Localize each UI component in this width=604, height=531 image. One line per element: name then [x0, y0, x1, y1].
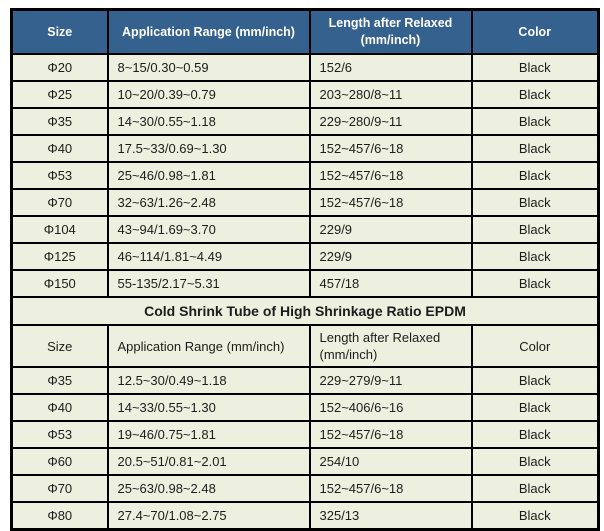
- header-row: Size Application Range (mm/inch) Length …: [10, 8, 600, 55]
- length-cell: 229/9: [308, 242, 473, 271]
- table-row: Φ80 27.4~70/1.08~2.75 325/13 Black: [10, 501, 600, 531]
- subheader-length-after-relaxed: Length after Relaxed (mm/inch): [308, 324, 473, 368]
- length-cell: 152~406/6~16: [308, 393, 473, 422]
- color-cell: Black: [470, 53, 600, 82]
- length-cell: 152~457/6~18: [308, 474, 473, 503]
- section1-body: Φ20 8~15/0.30~0.59 152/6 Black Φ25 10~20/0.39…: [10, 53, 600, 298]
- size-cell: Φ60: [10, 447, 109, 476]
- color-cell: Black: [470, 420, 600, 449]
- length-cell: 229~280/9~11: [308, 107, 473, 136]
- size-cell: Φ70: [10, 188, 109, 217]
- color-cell: Black: [470, 134, 600, 163]
- header-length-line2: (mm/inch): [360, 33, 421, 47]
- color-cell: Black: [470, 161, 600, 190]
- size-cell: Φ80: [10, 501, 109, 531]
- application-range-cell: 19~46/0.75~1.81: [106, 420, 311, 449]
- application-range-cell: 55-135/2.17~5.31: [106, 269, 311, 298]
- subheader-length-line2: (mm/inch): [319, 347, 378, 362]
- color-cell: Black: [470, 215, 600, 244]
- size-cell: Φ125: [10, 242, 109, 271]
- application-range-cell: 14~33/0.55~1.30: [106, 393, 311, 422]
- size-cell: Φ40: [10, 393, 109, 422]
- color-cell: Black: [470, 474, 600, 503]
- table-row: Φ25 10~20/0.39~0.79 203~280/8~11 Black: [10, 80, 600, 109]
- color-cell: Black: [470, 242, 600, 271]
- application-range-cell: 20.5~51/0.81~2.01: [106, 447, 311, 476]
- table-row: Φ35 12.5~30/0.49~1.18 229~279/9~11 Black: [10, 366, 600, 395]
- size-cell: Φ40: [10, 134, 109, 163]
- table-row: Φ60 20.5~51/0.81~2.01 254/10 Black: [10, 447, 600, 476]
- table-row: Φ104 43~94/1.69~3.70 229/9 Black: [10, 215, 600, 244]
- size-cell: Φ53: [10, 161, 109, 190]
- table-row: Φ40 17.5~33/0.69~1.30 152~457/6~18 Black: [10, 134, 600, 163]
- color-cell: Black: [470, 447, 600, 476]
- cold-shrink-tube-spec-table: Size Application Range (mm/inch) Length …: [10, 8, 600, 531]
- table-row: Φ35 14~30/0.55~1.18 229~280/9~11 Black: [10, 107, 600, 136]
- application-range-cell: 25~63/0.98~2.48: [106, 474, 311, 503]
- color-cell: Black: [470, 501, 600, 531]
- header-length-line1: Length after Relaxed: [328, 16, 453, 30]
- length-cell: 152~457/6~18: [308, 420, 473, 449]
- length-cell: 152~457/6~18: [308, 134, 473, 163]
- spec-table-container: Size Application Range (mm/inch) Length …: [10, 8, 600, 531]
- length-cell: 229/9: [308, 215, 473, 244]
- subheader-color: Color: [470, 324, 600, 368]
- table-row: Φ40 14~33/0.55~1.30 152~406/6~16 Black: [10, 393, 600, 422]
- header-color: Color: [470, 8, 600, 55]
- table-row: Φ53 19~46/0.75~1.81 152~457/6~18 Black: [10, 420, 600, 449]
- application-range-cell: 17.5~33/0.69~1.30: [106, 134, 311, 163]
- section2-body: Φ35 12.5~30/0.49~1.18 229~279/9~11 Black Φ40…: [10, 366, 600, 531]
- header-size: Size: [10, 8, 109, 55]
- color-cell: Black: [470, 107, 600, 136]
- subheader-size: Size: [10, 324, 109, 368]
- subheader-length-line1: Length after Relaxed: [319, 330, 441, 345]
- color-cell: Black: [470, 269, 600, 298]
- size-cell: Φ25: [10, 80, 109, 109]
- table-row: Φ150 55-135/2.17~5.31 457/18 Black: [10, 269, 600, 298]
- subheader-row: Size Application Range (mm/inch) Length …: [10, 324, 600, 368]
- table-row: Φ125 46~114/1.81~4.49 229/9 Black: [10, 242, 600, 271]
- table-row: Φ70 32~63/1.26~2.48 152~457/6~18 Black: [10, 188, 600, 217]
- length-cell: 152/6: [308, 53, 473, 82]
- application-range-cell: 8~15/0.30~0.59: [106, 53, 311, 82]
- color-cell: Black: [470, 366, 600, 395]
- table-row: Φ53 25~46/0.98~1.81 152~457/6~18 Black: [10, 161, 600, 190]
- header-length-after-relaxed: Length after Relaxed (mm/inch): [308, 8, 473, 55]
- size-cell: Φ104: [10, 215, 109, 244]
- application-range-cell: 25~46/0.98~1.81: [106, 161, 311, 190]
- size-cell: Φ53: [10, 420, 109, 449]
- application-range-cell: 10~20/0.39~0.79: [106, 80, 311, 109]
- application-range-cell: 14~30/0.55~1.18: [106, 107, 311, 136]
- length-cell: 457/18: [308, 269, 473, 298]
- size-cell: Φ35: [10, 107, 109, 136]
- subheader-application-range: Application Range (mm/inch): [106, 324, 311, 368]
- length-cell: 325/13: [308, 501, 473, 531]
- header-application-range: Application Range (mm/inch): [106, 8, 311, 55]
- length-cell: 203~280/8~11: [308, 80, 473, 109]
- size-cell: Φ20: [10, 53, 109, 82]
- color-cell: Black: [470, 80, 600, 109]
- application-range-cell: 32~63/1.26~2.48: [106, 188, 311, 217]
- length-cell: 254/10: [308, 447, 473, 476]
- application-range-cell: 27.4~70/1.08~2.75: [106, 501, 311, 531]
- section2-title-row: Cold Shrink Tube of High Shrinkage Ratio…: [10, 296, 600, 326]
- size-cell: Φ70: [10, 474, 109, 503]
- length-cell: 229~279/9~11: [308, 366, 473, 395]
- section2-header-body: Cold Shrink Tube of High Shrinkage Ratio…: [10, 296, 600, 368]
- size-cell: Φ150: [10, 269, 109, 298]
- color-cell: Black: [470, 393, 600, 422]
- color-cell: Black: [470, 188, 600, 217]
- length-cell: 152~457/6~18: [308, 161, 473, 190]
- application-range-cell: 46~114/1.81~4.49: [106, 242, 311, 271]
- length-cell: 152~457/6~18: [308, 188, 473, 217]
- table-row: Φ20 8~15/0.30~0.59 152/6 Black: [10, 53, 600, 82]
- section2-title: Cold Shrink Tube of High Shrinkage Ratio…: [10, 296, 600, 326]
- size-cell: Φ35: [10, 366, 109, 395]
- table-row: Φ70 25~63/0.98~2.48 152~457/6~18 Black: [10, 474, 600, 503]
- application-range-cell: 43~94/1.69~3.70: [106, 215, 311, 244]
- table-header: Size Application Range (mm/inch) Length …: [10, 8, 600, 55]
- application-range-cell: 12.5~30/0.49~1.18: [106, 366, 311, 395]
